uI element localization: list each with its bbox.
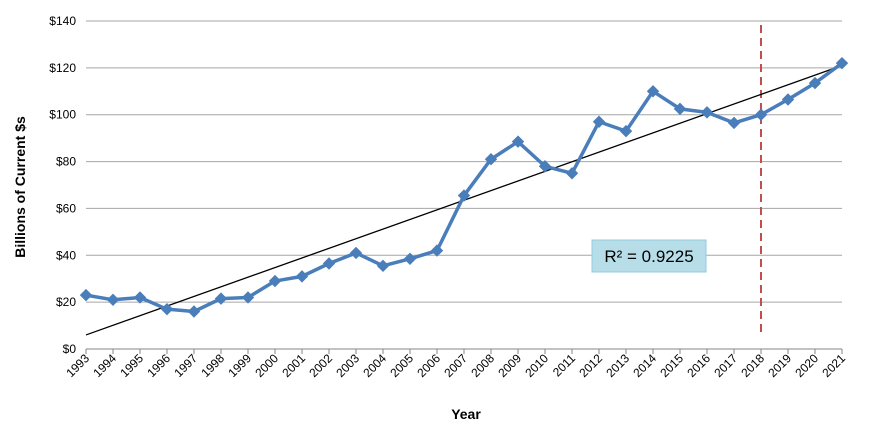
x-tick-label: 2016 xyxy=(684,351,713,380)
x-tick-label: 2001 xyxy=(279,351,308,380)
data-point xyxy=(700,106,714,119)
x-tick-label: 2018 xyxy=(738,351,767,380)
x-tick-label: 1996 xyxy=(144,351,173,380)
x-tick-label: 1999 xyxy=(225,351,254,380)
data-point xyxy=(241,291,255,304)
data-point xyxy=(754,108,768,121)
data-point xyxy=(187,305,201,318)
data-point xyxy=(376,259,390,273)
data-point xyxy=(727,116,741,130)
y-tick-label: $0 xyxy=(63,342,77,356)
data-point xyxy=(592,115,606,128)
data-point xyxy=(349,246,363,260)
x-tick-label: 2003 xyxy=(333,351,362,380)
data-point xyxy=(430,244,444,257)
x-tick-label: 2011 xyxy=(550,351,578,379)
data-point xyxy=(79,288,93,302)
data-point xyxy=(457,189,471,202)
x-axis-title: Year xyxy=(451,406,481,422)
x-tick-label: 2008 xyxy=(468,351,497,380)
data-point xyxy=(619,124,633,138)
y-tick-label: $20 xyxy=(56,295,76,309)
x-tick-label: 2021 xyxy=(819,351,848,380)
x-tick-label: 2010 xyxy=(522,351,551,380)
x-tick-label: 2004 xyxy=(360,351,389,380)
y-tick-label: $100 xyxy=(49,108,76,122)
x-tick-label: 2014 xyxy=(630,351,659,380)
y-tick-label: $40 xyxy=(56,248,76,262)
x-tick-label: 2007 xyxy=(441,351,470,380)
y-axis-ticks: $0 $20 $40 $60 $80 $100 $120 $140 xyxy=(49,14,76,356)
x-tick-label: 2017 xyxy=(711,351,740,380)
data-point xyxy=(808,76,822,90)
grid-lines xyxy=(86,20,842,303)
data-point xyxy=(565,167,579,180)
data-point xyxy=(646,85,660,98)
data-point xyxy=(295,270,309,283)
data-point xyxy=(133,291,147,304)
data-point xyxy=(511,135,525,148)
data-point xyxy=(214,292,228,305)
y-tick-label: $60 xyxy=(56,201,76,215)
y-tick-label: $80 xyxy=(56,155,76,169)
x-tick-label: 2006 xyxy=(414,351,443,380)
r-squared-box xyxy=(591,239,707,273)
x-tick-label: 2020 xyxy=(792,351,821,380)
series-line xyxy=(85,61,844,314)
y-tick-label: $120 xyxy=(49,61,76,75)
data-point xyxy=(268,274,282,288)
data-point xyxy=(322,257,336,270)
x-tick-label: 1998 xyxy=(198,351,227,380)
x-tick-label: 1997 xyxy=(171,351,200,380)
x-tick-label: 2005 xyxy=(387,351,416,380)
data-point xyxy=(673,102,687,116)
x-tick-label: 2015 xyxy=(657,351,686,380)
data-point xyxy=(835,56,849,70)
x-tick-label: 2000 xyxy=(252,351,281,380)
x-tick-label: 2013 xyxy=(603,351,632,380)
x-tick-label: 1995 xyxy=(117,351,146,380)
data-point xyxy=(160,302,174,316)
x-tick-label: 2009 xyxy=(495,351,524,380)
data-points xyxy=(79,56,849,318)
r-squared-text: R² = 0.9225 xyxy=(604,247,693,266)
x-tick-label: 2012 xyxy=(576,351,605,380)
y-tick-label: $140 xyxy=(49,14,76,28)
data-point xyxy=(484,153,498,166)
x-axis-ticks: 1993199419951996199719981999200020012002… xyxy=(63,349,848,380)
data-point xyxy=(538,160,552,173)
data-point xyxy=(106,293,120,307)
data-point xyxy=(781,93,795,106)
x-tick-label: 2019 xyxy=(765,351,794,380)
x-tick-label: 2002 xyxy=(306,351,335,380)
r-squared-label: R² = 0.9225 xyxy=(591,239,707,273)
y-axis-title: Billions of Current $s xyxy=(12,116,28,258)
data-point xyxy=(403,252,417,266)
x-tick-label: 1994 xyxy=(90,351,119,380)
